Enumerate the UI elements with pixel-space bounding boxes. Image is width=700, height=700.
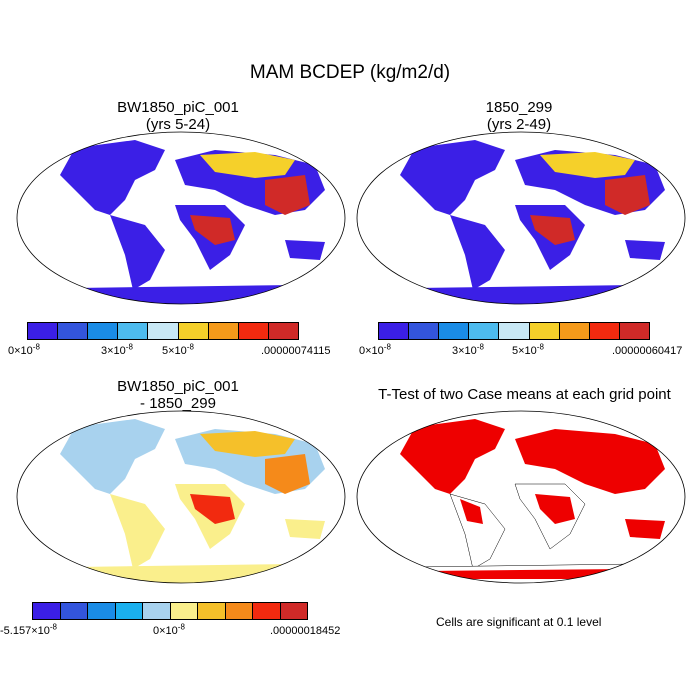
panel-title-bottom-left: BW1850_piC_001 - 1850_299 (18, 378, 338, 412)
panel-title-line2: - 1850_299 (140, 395, 216, 412)
map-difference (16, 410, 346, 584)
map-bw1850-mean (16, 131, 346, 305)
colorbar-tick-max: .00000074115 (261, 345, 331, 357)
colorbar-tick-min: 0×10-8 (8, 342, 40, 357)
panel-title-line1: BW1850_piC_001 (117, 378, 239, 395)
panel-title-top-right: 1850_299 (yrs 2-49) (359, 99, 679, 133)
panel-title-line1: BW1850_piC_001 (117, 99, 239, 116)
significance-note: Cells are significant at 0.1 level (436, 615, 602, 629)
colorbar-tick-max: .00000018452 (270, 625, 341, 637)
panel-title-top-left: BW1850_piC_001 (yrs 5-24) (18, 99, 338, 133)
colorbar-tick: 3×10-8 (101, 342, 133, 357)
panel-title-line2: (yrs 2-49) (486, 116, 552, 133)
colorbar-tick-max: .00000060417 (612, 345, 683, 357)
colorbar-tick: 3×10-8 (452, 342, 484, 357)
map-significance (356, 410, 686, 584)
colorbar-tick-min: 0×10-8 (359, 342, 391, 357)
panel-title-bottom-right: T-Test of two Case means at each grid po… (378, 386, 671, 403)
panel-title-line2: (yrs 5-24) (145, 116, 211, 133)
colorbar-top-left (27, 322, 299, 340)
map-1850-mean (356, 131, 686, 305)
colorbar-tick: 0×10-8 (153, 622, 185, 637)
figure-title: MAM BCDEP (kg/m2/d) (249, 62, 451, 83)
colorbar-tick-min: -5.157×10-8 (0, 622, 57, 637)
colorbar-bottom-left (32, 602, 308, 620)
colorbar-tick: 5×10-8 (512, 342, 544, 357)
colorbar-tick: 5×10-8 (162, 342, 194, 357)
colorbar-top-right (378, 322, 650, 340)
panel-title-line1: 1850_299 (485, 99, 553, 116)
